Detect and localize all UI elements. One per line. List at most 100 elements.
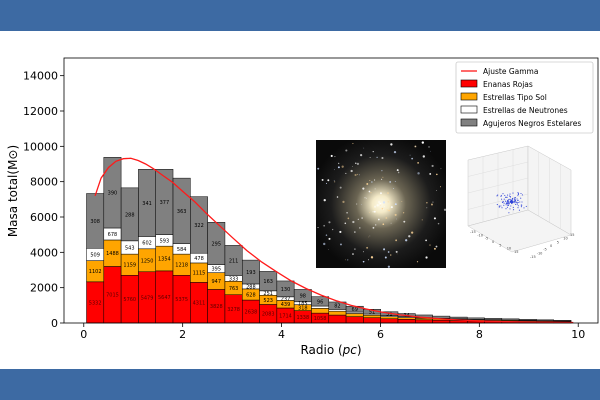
scatter-point (508, 212, 510, 214)
star-dot (390, 222, 392, 224)
star-dot (358, 174, 360, 176)
star-dot (426, 202, 428, 204)
axis-3d-tick-label: 5 (557, 240, 559, 244)
star-dot (395, 239, 398, 242)
scatter-point (508, 198, 510, 200)
star-dot (372, 211, 374, 213)
star-dot (425, 256, 428, 259)
bar-value-label: 5760 (123, 297, 136, 303)
bar-value-label: 7015 (106, 293, 119, 299)
bar-value-label: 543 (125, 245, 135, 251)
bar-agujeros-negros (449, 316, 468, 320)
scatter-point (508, 202, 510, 204)
star-dot (367, 259, 369, 261)
bar-value-label: 288 (125, 212, 135, 218)
star-dot (364, 197, 366, 199)
star-dot (379, 192, 382, 195)
bar-value-label: 5479 (141, 295, 154, 301)
scatter-point (497, 194, 499, 196)
scatter-point (514, 198, 516, 200)
scatter-point (513, 201, 515, 203)
bar-agujeros-negros (553, 320, 572, 322)
bar-value-label: 237 (281, 297, 291, 303)
star-dot (381, 207, 384, 210)
star-dot (408, 235, 411, 238)
legend-swatch (460, 105, 478, 114)
bar-value-label: 1354 (158, 257, 171, 263)
star-dot (352, 220, 355, 224)
scatter-point (523, 207, 525, 209)
bar-agujeros-negros (311, 296, 330, 307)
scatter-point (516, 198, 518, 200)
legend-label: Agujeros Negros Estelares (483, 119, 581, 128)
star-dot (362, 260, 365, 263)
star-dot (317, 167, 320, 170)
bar-enanas-rojas (345, 316, 364, 324)
bar-value-label: 163 (263, 279, 273, 285)
star-dot (361, 217, 363, 219)
bar-value-label: 395 (212, 267, 222, 273)
star-dot (431, 164, 434, 168)
star-dot (350, 169, 353, 173)
star-dot (390, 206, 393, 209)
scatter-point (517, 207, 519, 209)
star-dot (325, 234, 328, 236)
bar-value-label: 4311 (193, 301, 206, 307)
star-dot (366, 246, 369, 249)
bar-estrellas-tipo-sol (345, 313, 364, 317)
star-dot (440, 168, 442, 170)
star-dot (323, 199, 326, 202)
star-dot (356, 203, 358, 205)
x-axis-label: Radio (pc) (300, 343, 361, 357)
bar-agujeros-negros (518, 319, 537, 321)
bar-value-label: 1338 (296, 315, 309, 321)
star-dot (345, 259, 346, 261)
scatter-point (507, 194, 509, 196)
axis-3d-tick-label: 10 (507, 247, 511, 251)
star-dot (429, 244, 431, 246)
scatter-point (517, 193, 519, 196)
axis-3d-tick-label: -5 (485, 237, 489, 241)
bars-group (86, 157, 572, 324)
bar-value-label: 318 (298, 306, 308, 312)
bar-value-label: 308 (90, 219, 100, 225)
scatter-point (503, 204, 505, 206)
star-dot (339, 186, 342, 189)
scatter-point (496, 204, 498, 206)
scatter-point (511, 199, 513, 201)
star-dot (429, 173, 432, 175)
bar-value-label: 602 (142, 241, 152, 247)
y-tick-label: 2000 (30, 282, 58, 295)
axis-3d-tick-label: -10 (477, 233, 483, 237)
star-dot (333, 180, 335, 182)
star-dot (328, 249, 329, 250)
star-dot (352, 253, 354, 255)
scatter-point (504, 200, 507, 202)
bar-value-label: 1159 (123, 263, 136, 269)
bar-agujeros-negros (293, 289, 312, 303)
star-dot (368, 190, 371, 193)
star-dot (366, 183, 369, 185)
bar-enanas-rojas (363, 317, 381, 324)
bar-value-label: 98 (300, 294, 306, 300)
axis-3d-tick-label: -15 (530, 255, 536, 259)
scatter-point (517, 193, 520, 195)
star-dot (414, 145, 416, 147)
star-dot (328, 221, 331, 224)
y-tick-label: 4000 (30, 246, 58, 259)
star-dot (354, 173, 357, 177)
scatter-point (514, 201, 516, 203)
star-dot (386, 209, 388, 211)
cluster-photo (316, 140, 446, 268)
x-tick-label: 2 (179, 328, 186, 341)
bar-enanas-rojas (380, 318, 399, 324)
star-dot (327, 179, 330, 182)
axis-3d-tick-label: -15 (470, 230, 476, 234)
star-dot (377, 218, 380, 221)
star-dot (336, 196, 339, 198)
bar-enanas-rojas (415, 319, 433, 324)
legend-swatch (460, 118, 478, 127)
scatter-point (506, 202, 508, 204)
x-axis-ticks: 0 2 4 6 8 10 (80, 323, 585, 341)
star-dot (341, 165, 344, 168)
